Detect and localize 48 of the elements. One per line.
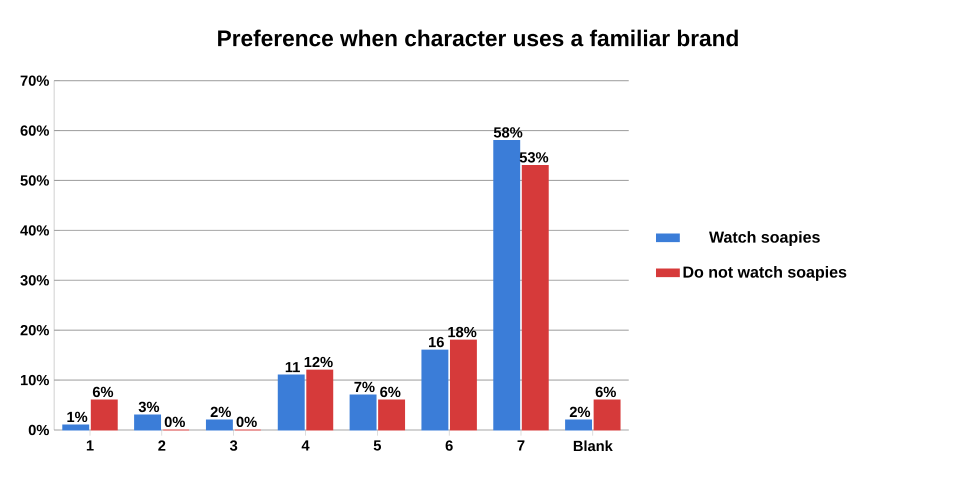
data-label: 6% [596,386,616,398]
y-tick-label: 40% [20,225,49,236]
data-label: 2% [210,406,231,418]
data-label: 12% [304,356,333,368]
bar [421,350,448,431]
bar [306,370,334,431]
x-tick-label: 5 [374,440,381,451]
data-label: 11 [286,362,300,372]
bar [206,419,233,431]
y-tick-label: 0% [28,424,49,436]
data-label: 16 [429,336,444,348]
data-label: 58% [494,127,522,138]
bar [522,164,549,431]
x-tick-label: 3 [230,440,238,451]
x-tick-label: 6 [446,440,453,451]
y-tick-label: 10% [20,374,49,386]
chart-title: Preference when character uses a familiar brand [218,30,738,46]
data-label: 1% [67,412,88,422]
y-tick-label: 50% [20,175,49,186]
bar [450,340,477,431]
bar [378,400,406,431]
y-tick-label: 70% [20,75,49,86]
x-tick-label: Blank [574,440,613,452]
bar [278,374,305,431]
data-label: 18% [448,326,476,338]
bar [493,140,520,431]
x-tick-label: 2 [158,440,166,451]
legend-label: Do not watch soapies [684,266,846,281]
y-tick-label: 30% [20,275,49,286]
data-label: 0% [164,416,185,428]
data-label: 3% [138,402,160,412]
x-tick-label: 4 [302,440,310,450]
data-label: 6% [380,386,400,398]
bar [90,400,118,431]
x-tick-label: 7 [518,440,524,450]
legend-label: Watch soapies [709,231,820,246]
y-tick-label: 60% [20,125,49,136]
x-tick-label: 1 [86,440,94,450]
bar [565,419,592,431]
data-label: 2% [570,406,590,418]
bar [594,400,621,431]
data-label: 6% [92,386,114,398]
bar [134,414,162,431]
y-tick-label: 20% [20,325,49,336]
data-label: 7% [354,382,375,392]
bar [350,394,377,431]
bar [62,424,90,431]
data-label: 0% [236,416,257,428]
